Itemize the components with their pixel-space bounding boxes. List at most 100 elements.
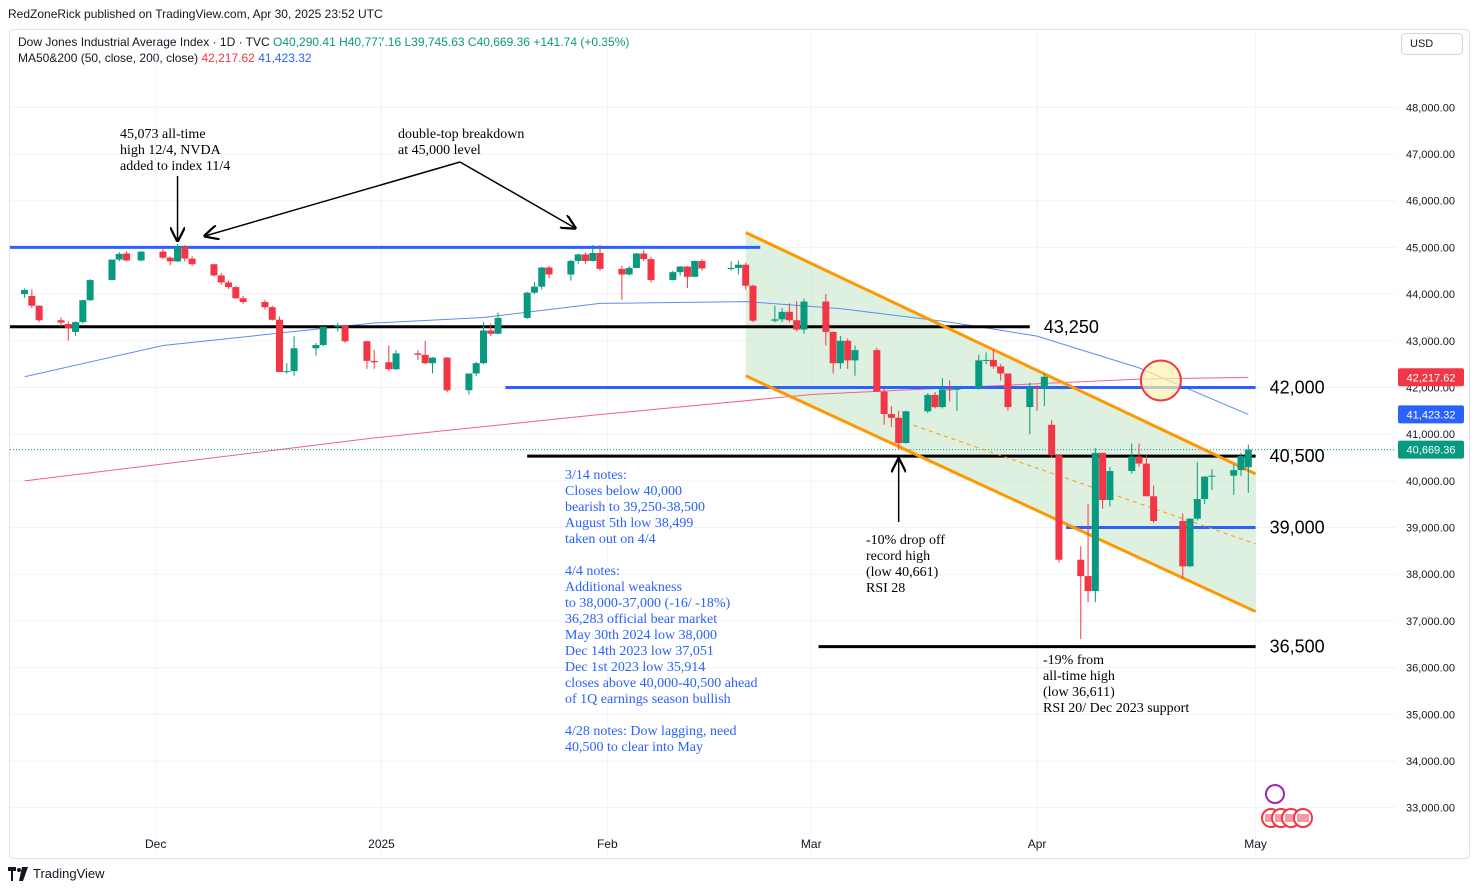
notes-line: May 30th 2024 low 38,000 [565,628,717,643]
candle-body [1193,499,1201,519]
candle-body [931,394,939,408]
candle-body [385,362,393,370]
candle-body [822,301,830,332]
double-top-line: at 45,000 level [398,143,481,158]
drop10-line: RSI 28 [866,581,905,596]
candle-body [887,414,895,418]
candle-body [530,286,538,293]
candle-body [1026,387,1034,408]
tradingview-footer[interactable]: TradingView [8,866,105,881]
candle-body [225,282,233,288]
candle-body [596,253,604,269]
candle-body [953,388,961,390]
candle-body [691,260,699,277]
ath-note-line: added to index 11/4 [120,159,230,174]
candle-body [924,394,932,412]
y-tick-label: 44,000.00 [1406,289,1455,301]
candle-body [785,311,793,321]
candle-body [1077,559,1085,577]
y-tick-label: 43,000.00 [1406,336,1455,348]
candle-body [363,341,371,361]
candle-body [79,300,87,323]
candle-body [902,411,910,444]
flag-icon [1297,814,1309,822]
candle-body [873,350,881,392]
candle-body [239,298,247,303]
price-badge-label: 41,423.32 [1407,409,1456,421]
y-tick-label: 41,000.00 [1406,429,1455,441]
y-tick-label: 33,000.00 [1406,803,1455,815]
ma-label[interactable]: MA50&200 (50, close, 200, close) [18,51,199,65]
notes-line: to 38,000-37,000 (-16/ -18%) [565,596,731,611]
candle-body [982,359,990,361]
candle-body [1055,455,1063,560]
candle-body [421,354,429,364]
candle-body [64,323,72,329]
notes-line: of 1Q earnings season bullish [565,692,731,707]
ma200-line [24,376,1249,482]
candle-body [283,371,291,373]
candle-body [946,389,954,391]
candle-body [880,391,888,415]
candle-body [1004,373,1012,408]
level-label: 36,500 [1270,637,1325,657]
candle-body [771,319,779,321]
candle-body [989,359,997,367]
candle-body [793,320,801,330]
drop10-line: (low 40,661) [866,565,939,580]
candle-body [268,307,276,320]
candle-body [494,317,502,334]
candle-body [465,373,473,391]
candle-body [581,254,589,261]
price-badge-label: 42,217.62 [1407,372,1456,384]
drop19-line: all-time high [1043,669,1115,684]
candle-body [1237,456,1245,471]
candle-body [174,246,182,262]
drop10-line: record high [866,549,930,564]
currency-button[interactable]: USD [1401,33,1463,55]
candle-body [159,251,167,258]
notes-line: Additional weakness [565,580,682,595]
y-tick-label: 46,000.00 [1406,196,1455,208]
x-tick-label: Mar [801,837,822,851]
candle-body [523,292,531,318]
y-tick-label: 34,000.00 [1406,756,1455,768]
candle-body [181,246,189,259]
candle-body [21,289,29,295]
ma-cross-highlight [1139,359,1182,402]
candle-body [538,267,546,287]
y-tick-label: 48,000.00 [1406,102,1455,114]
level-label: 43,250 [1044,317,1099,337]
candle-body [479,330,487,364]
candle-body [72,322,80,332]
candle-body [829,331,837,364]
earnings-event-icon [1265,784,1285,804]
candle-body [188,258,196,265]
candle-body [1033,387,1041,389]
candle-body [997,366,1005,374]
tradingview-logo-icon [8,866,28,881]
notes-line: 40,500 to clear into May [565,740,703,755]
level-label: 39,000 [1270,518,1325,538]
candle-body [115,253,123,260]
candle-body [217,275,225,283]
candle-body [632,253,640,268]
symbol-name[interactable]: Dow Jones Industrial Average Index · 1D … [18,35,270,49]
x-tick-label: Apr [1028,837,1047,851]
notes-line: Closes below 40,000 [565,484,682,499]
notes-line: 4/28 notes: Dow lagging, need [565,724,736,739]
candle-body [312,344,320,349]
close-value: C40,669.36 [467,35,530,49]
candle-body [836,340,844,364]
notes-line: 3/14 notes: [565,468,627,483]
candle-body [210,264,218,276]
candle-body [123,253,131,261]
channel-lower-line [745,374,1257,613]
channel-fill [745,232,1256,612]
candle-body [57,320,65,323]
y-tick-label: 36,000.00 [1406,663,1455,675]
candle-body [640,253,648,260]
drop19-line: RSI 20/ Dec 2023 support [1043,701,1189,716]
open-value: O40,290.41 [273,35,336,49]
